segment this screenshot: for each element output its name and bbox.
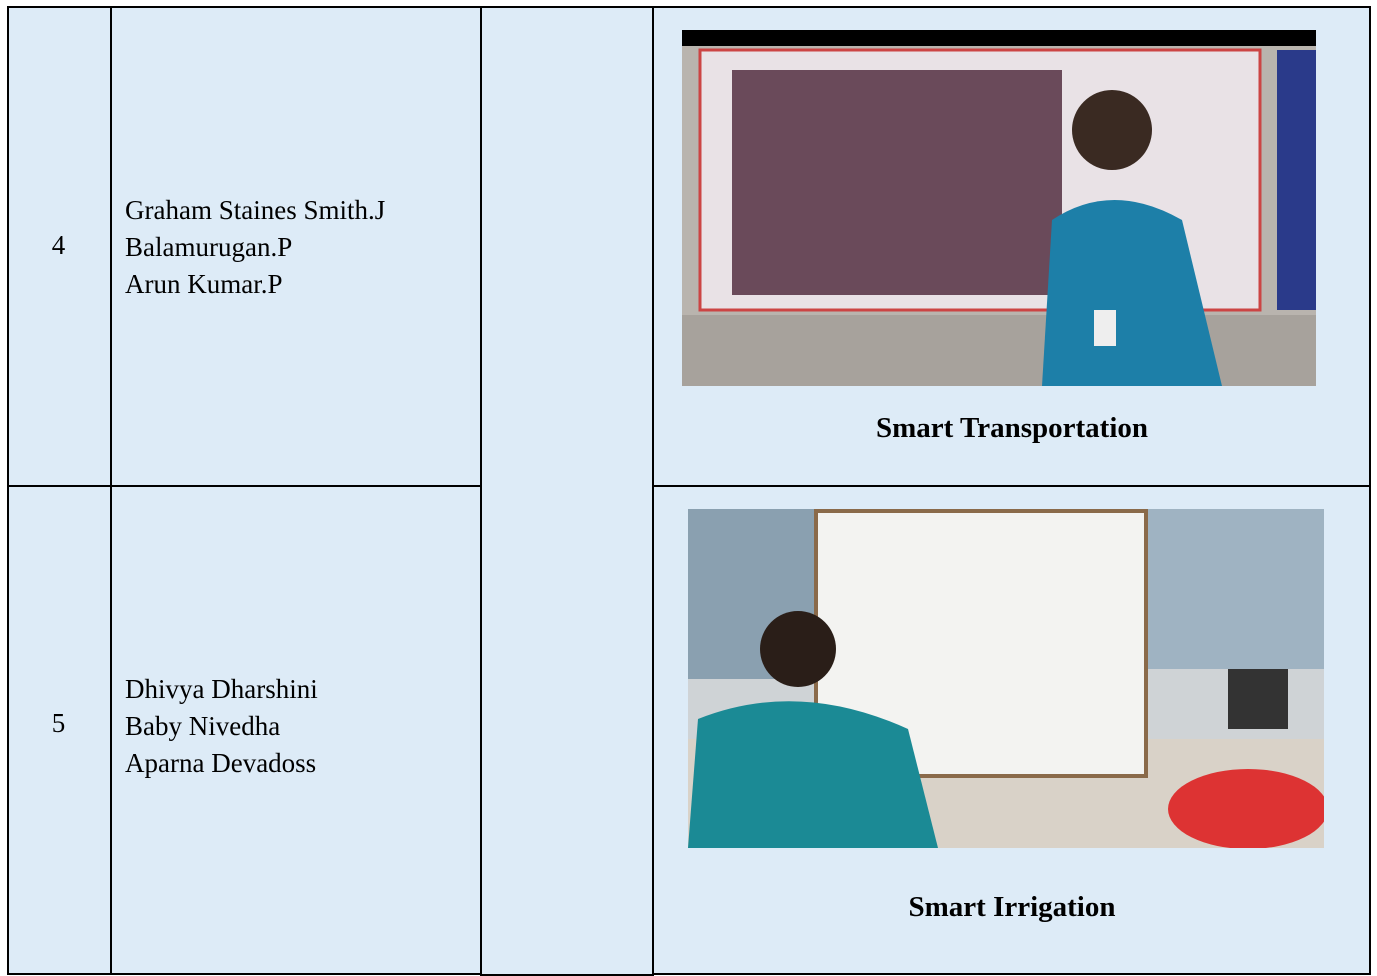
member-name: Arun Kumar.P	[125, 269, 283, 299]
photo	[688, 509, 1324, 848]
member-name: Aparna Devadoss	[125, 748, 317, 778]
cell	[110, 6, 482, 487]
cell	[7, 6, 112, 487]
photo-caption: Smart Transportation	[875, 412, 1149, 444]
member-name: Balamurugan.P	[125, 232, 293, 262]
photo	[682, 30, 1316, 386]
member-name: Dhivya Dharshini	[125, 674, 318, 704]
row-number: 4	[51, 230, 66, 260]
cell	[110, 485, 482, 975]
member-name: Graham Staines Smith.J	[125, 195, 386, 225]
photo-caption: Smart Irrigation	[908, 891, 1116, 923]
member-list: Graham Staines Smith.J Balamurugan.P Aru…	[125, 192, 385, 303]
row-number: 5	[51, 708, 66, 738]
member-list: Dhivya Dharshini Baby Nivedha Aparna Dev…	[125, 671, 318, 782]
cell	[480, 6, 654, 976]
member-name: Baby Nivedha	[125, 711, 281, 741]
